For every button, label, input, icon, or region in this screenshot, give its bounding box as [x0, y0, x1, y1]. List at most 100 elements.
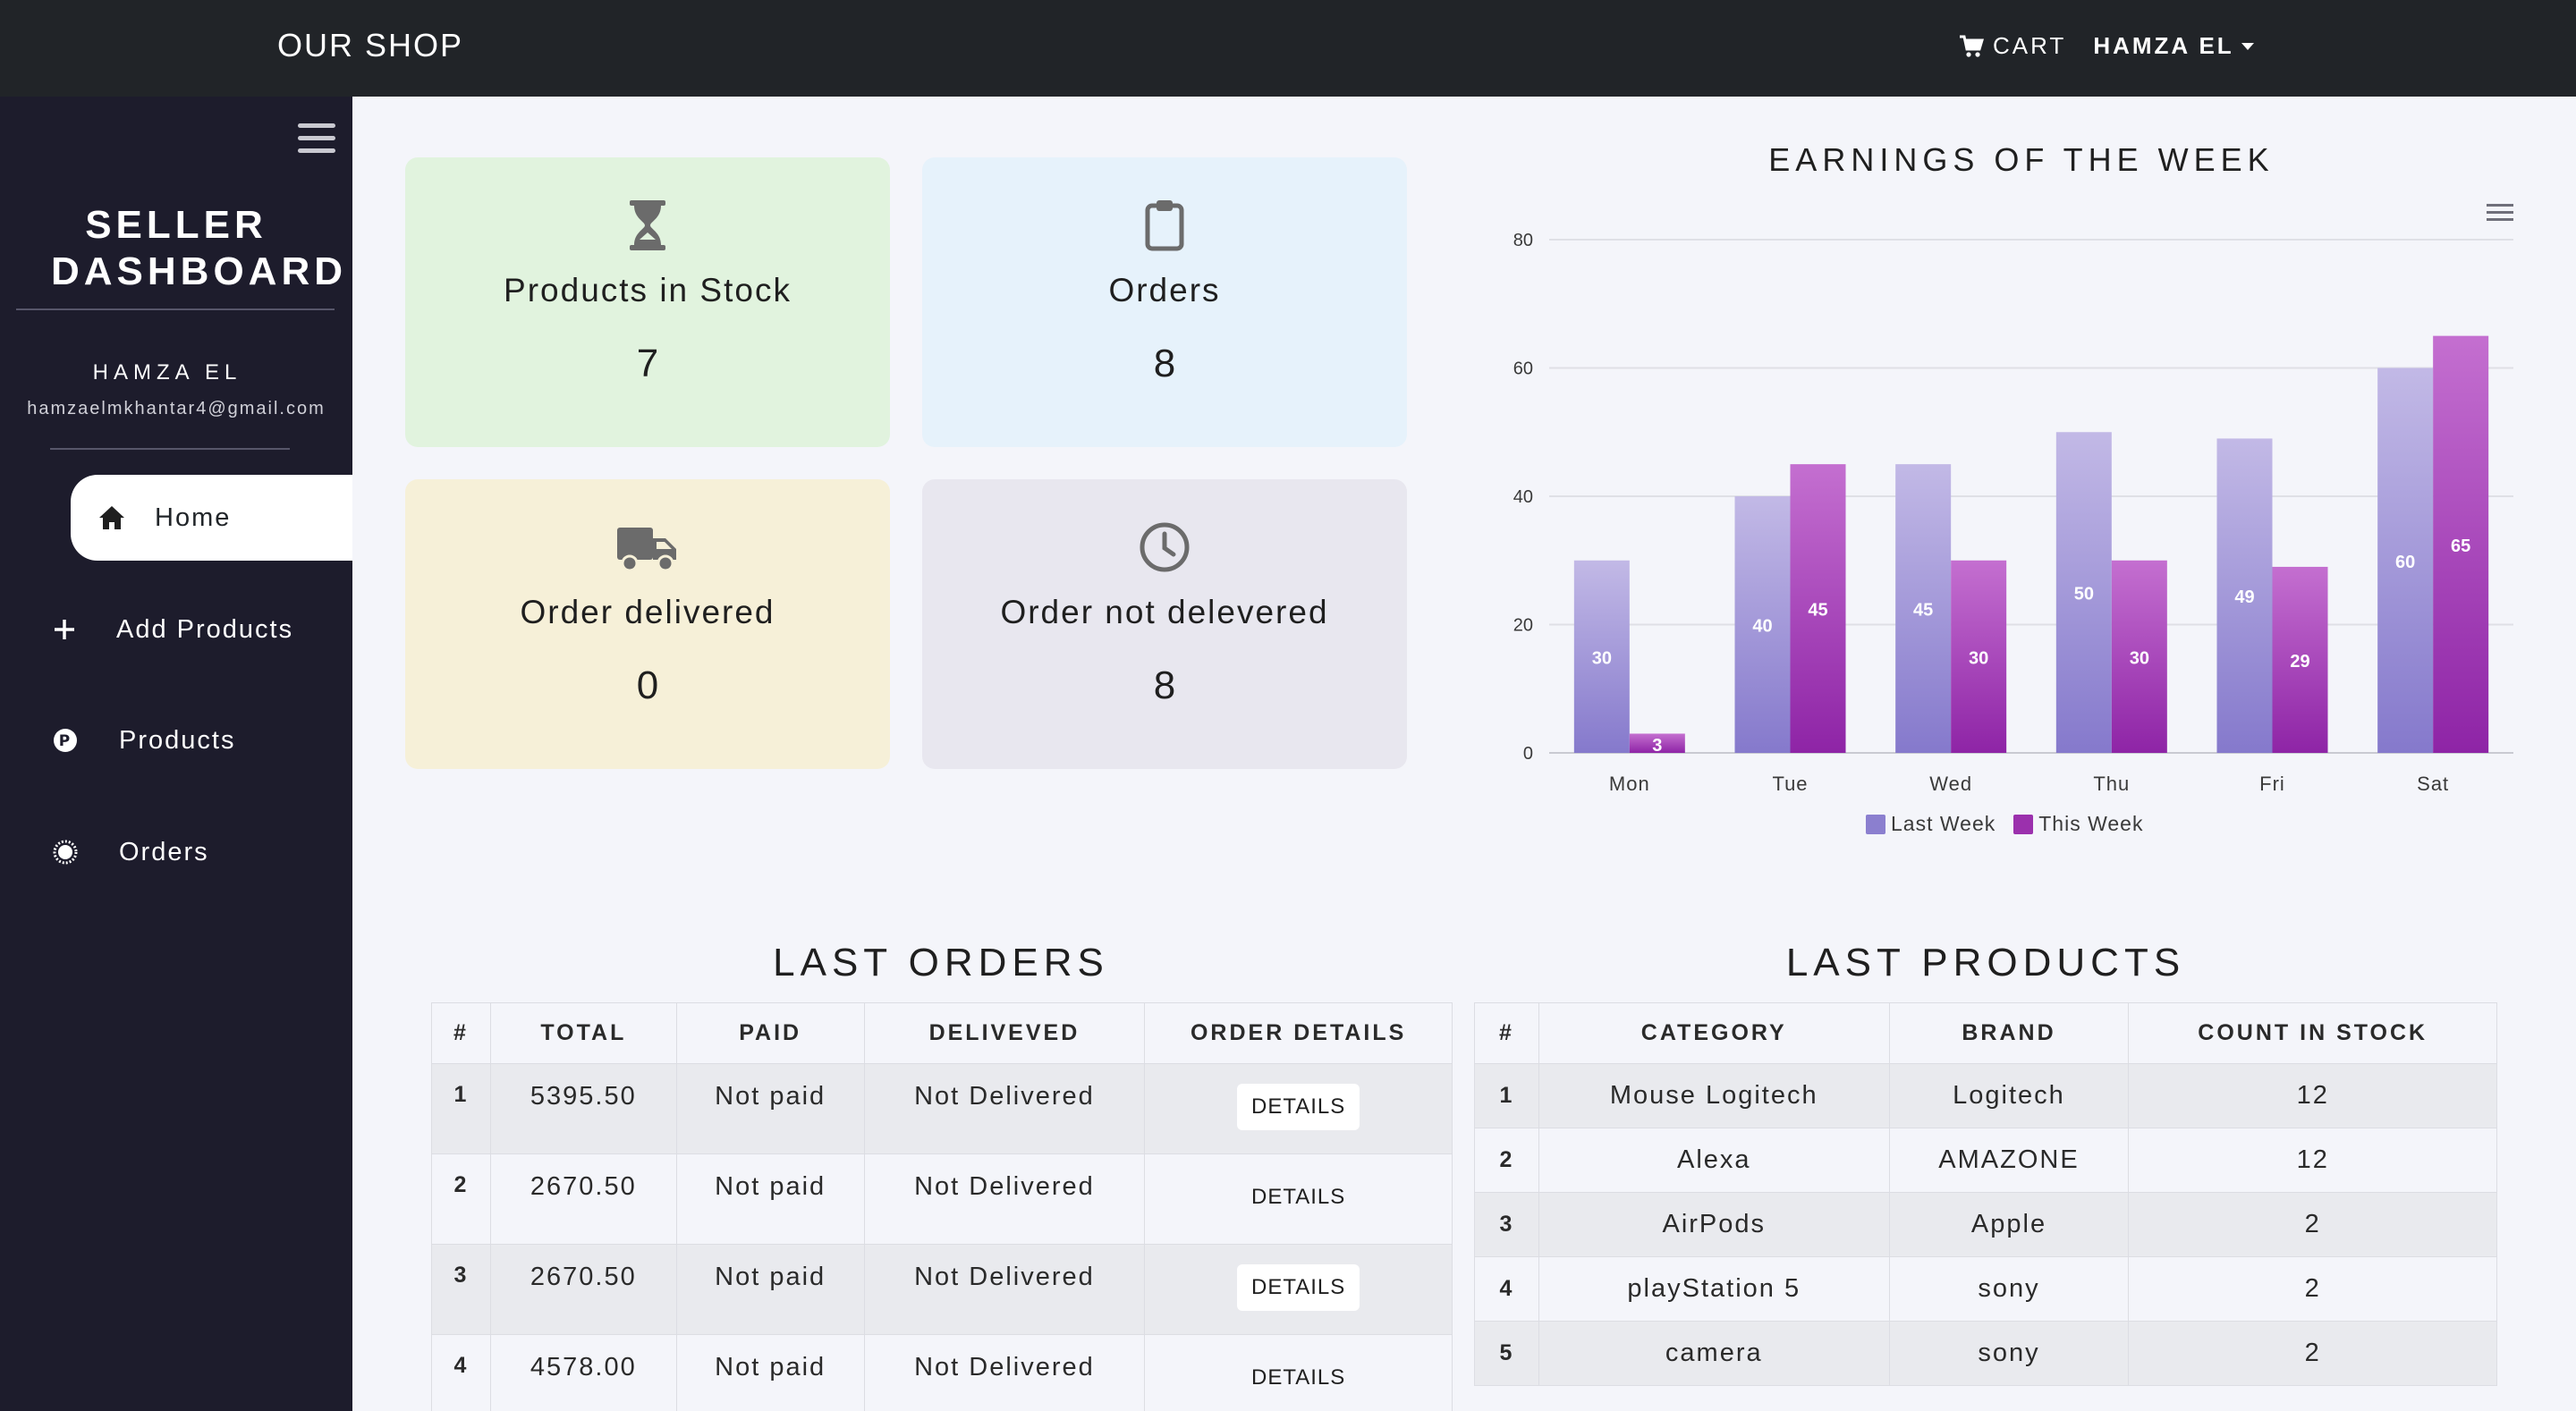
column-header: CATEGORY — [1538, 1002, 1890, 1064]
bar-last-week-thu[interactable] — [2055, 432, 2112, 753]
row-index: 1 — [1474, 1063, 1539, 1128]
bar-data-label: 30 — [2130, 648, 2149, 668]
order-paid: Not paid — [675, 1153, 865, 1245]
sidebar-item-orders[interactable]: Orders — [0, 809, 352, 895]
details-button[interactable]: DETAILS — [1237, 1264, 1360, 1311]
user-dropdown[interactable]: HAMZA EL — [2093, 32, 2254, 60]
sidebar-item-add-products[interactable]: Add Products — [0, 587, 352, 672]
row-index: 5 — [1474, 1321, 1539, 1386]
x-tick-label: Fri — [2259, 773, 2285, 795]
sidebar-item-products[interactable]: P Products — [0, 697, 352, 783]
bar-this-week-thu[interactable] — [2111, 560, 2167, 753]
details-button[interactable]: DETAILS — [1251, 1185, 1346, 1209]
order-total: 2670.50 — [489, 1244, 677, 1335]
product-count: 2 — [2128, 1192, 2497, 1257]
product-category: camera — [1538, 1321, 1890, 1386]
bar-this-week-fri[interactable] — [2272, 566, 2328, 753]
y-tick-label: 0 — [1523, 744, 1533, 764]
svg-text:P: P — [59, 732, 72, 750]
row-index: 2 — [431, 1153, 491, 1245]
legend-label: This Week — [2038, 812, 2144, 835]
legend-item-last-week[interactable]: Last Week — [1866, 812, 1996, 836]
table-header-row: # TOTAL PAID DELIVEVED ORDER DETAILS — [431, 1002, 1453, 1064]
last-products-table: # CATEGORY BRAND COUNT IN STOCK 1 Mouse … — [1474, 1002, 2497, 1386]
bar-this-week-mon[interactable] — [1629, 733, 1685, 753]
chart-menu-icon[interactable] — [2487, 204, 2513, 224]
sidebar: SELLER DASHBOARD HAMZA EL hamzaelmkhanta… — [0, 97, 352, 1411]
order-total: 4578.00 — [489, 1334, 677, 1411]
stat-value: 0 — [636, 663, 659, 707]
brand-logo[interactable]: OUR SHOP — [277, 27, 464, 63]
product-category: playStation 5 — [1538, 1256, 1890, 1322]
bar-data-label: 30 — [1592, 648, 1612, 668]
bar-last-week-fri[interactable] — [2216, 438, 2273, 753]
last-orders-table: # TOTAL PAID DELIVEVED ORDER DETAILS 1 5… — [431, 1002, 1453, 1411]
bar-this-week-wed[interactable] — [1951, 560, 2007, 753]
bar-data-label: 30 — [1969, 648, 1988, 668]
details-button[interactable]: DETAILS — [1237, 1084, 1360, 1130]
column-header: TOTAL — [489, 1002, 677, 1064]
sidebar-divider — [16, 308, 335, 310]
orders-icon — [49, 836, 81, 868]
product-icon: P — [49, 724, 81, 756]
y-tick-label: 60 — [1513, 359, 1533, 379]
bar-data-label: 45 — [1808, 601, 1827, 621]
stat-value: 7 — [636, 342, 659, 385]
last-products-title: LAST PRODUCTS — [1785, 941, 2186, 984]
sidebar-toggle-icon[interactable] — [298, 123, 335, 156]
clipboard-icon — [922, 199, 1407, 252]
column-header: BRAND — [1888, 1002, 2130, 1064]
order-delivered: Not Delivered — [863, 1063, 1146, 1154]
product-brand: sony — [1888, 1256, 2130, 1322]
bar-last-week-wed[interactable] — [1895, 464, 1952, 753]
table-row: 3 AirPods Apple 2 — [1474, 1192, 2497, 1257]
column-header: DELIVEVED — [863, 1002, 1146, 1064]
home-icon — [96, 502, 128, 534]
row-index: 2 — [1474, 1128, 1539, 1193]
table-row: 1 Mouse Logitech Logitech 12 — [1474, 1063, 2497, 1128]
top-navbar: OUR SHOP CART HAMZA EL — [0, 0, 2576, 97]
bar-last-week-tue[interactable] — [1734, 496, 1791, 753]
sidebar-user-name: HAMZA EL — [92, 360, 242, 384]
hourglass-icon — [405, 199, 890, 252]
x-tick-label: Mon — [1609, 773, 1650, 795]
last-orders-title: LAST ORDERS — [773, 941, 1109, 984]
product-category: Alexa — [1538, 1128, 1890, 1193]
product-count: 12 — [2128, 1128, 2497, 1193]
details-button[interactable]: DETAILS — [1251, 1365, 1346, 1390]
y-tick-label: 80 — [1513, 231, 1533, 250]
bar-this-week-tue[interactable] — [1790, 464, 1846, 753]
table-row: 3 2670.50 Not paid Not Delivered DETAILS — [431, 1244, 1453, 1335]
order-details-cell: DETAILS — [1144, 1334, 1453, 1411]
product-brand: Logitech — [1888, 1063, 2130, 1128]
order-details-cell: DETAILS — [1144, 1244, 1453, 1335]
cart-link[interactable]: CART — [1959, 32, 2066, 60]
table-row: 2 Alexa AMAZONE 12 — [1474, 1128, 2497, 1193]
order-paid: Not paid — [675, 1063, 865, 1154]
product-category: AirPods — [1538, 1192, 1890, 1257]
stat-label: Products in Stock — [504, 272, 792, 308]
column-header: # — [431, 1002, 491, 1064]
bar-this-week-sat[interactable] — [2433, 335, 2489, 753]
bar-data-label: 45 — [1913, 601, 1933, 621]
order-details-cell: DETAILS — [1144, 1153, 1453, 1245]
bar-last-week-mon[interactable] — [1573, 560, 1630, 753]
sidebar-item-label: Products — [119, 725, 236, 755]
bar-data-label: 40 — [1752, 617, 1772, 637]
truck-icon — [405, 520, 890, 574]
legend-item-this-week[interactable]: This Week — [2013, 812, 2143, 836]
stat-label: Order not delevered — [1000, 594, 1329, 630]
cart-icon — [1960, 35, 1984, 57]
sidebar-item-home[interactable]: Home — [71, 475, 352, 561]
cart-label: CART — [1993, 32, 2067, 59]
legend-swatch — [2013, 814, 2034, 834]
bar-last-week-sat[interactable] — [2377, 368, 2434, 754]
bar-data-label: 65 — [2451, 537, 2470, 556]
chart-title: EARNINGS OF THE WEEK — [1768, 141, 2275, 178]
sidebar-item-label: Home — [155, 503, 232, 532]
product-category: Mouse Logitech — [1538, 1063, 1890, 1128]
sidebar-item-label: Add Products — [116, 614, 294, 644]
caret-down-icon — [2241, 42, 2254, 50]
stat-card-products-in-stock: Products in Stock 7 — [405, 157, 890, 447]
order-delivered: Not Delivered — [863, 1244, 1146, 1335]
